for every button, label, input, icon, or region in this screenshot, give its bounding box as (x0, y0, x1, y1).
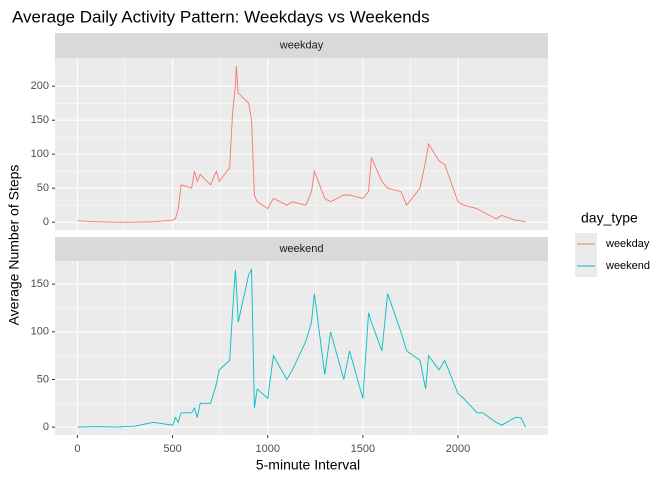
y-tick-label: 150 (31, 278, 49, 290)
panel (55, 261, 548, 435)
y-tick-label: 50 (37, 373, 49, 385)
x-axis-label: 5-minute Interval (256, 457, 360, 473)
y-tick-label: 100 (31, 326, 49, 338)
y-tick-label: 150 (31, 114, 49, 126)
chart-title: Average Daily Activity Pattern: Weekdays… (12, 7, 430, 26)
x-tick-label: 500 (163, 443, 181, 455)
y-tick-label: 100 (31, 148, 49, 160)
strip-label: weekday (279, 39, 324, 51)
y-tick-label: 0 (43, 216, 49, 228)
x-tick-label: 0 (74, 443, 80, 455)
x-tick-label: 2000 (446, 443, 470, 455)
x-tick-label: 1000 (255, 443, 279, 455)
legend-title: day_type (581, 210, 638, 226)
legend-label: weekend (605, 260, 650, 272)
legend-label: weekday (605, 238, 650, 250)
y-tick-label: 50 (37, 182, 49, 194)
data-line (77, 65, 526, 223)
y-tick-label: 0 (43, 421, 49, 433)
strip (55, 237, 548, 261)
y-axis-label: Average Number of Steps (6, 165, 22, 326)
strip-label: weekend (278, 243, 323, 255)
y-tick-label: 200 (31, 80, 49, 92)
data-line (77, 268, 526, 428)
x-tick-label: 1500 (351, 443, 375, 455)
strip (55, 33, 548, 58)
